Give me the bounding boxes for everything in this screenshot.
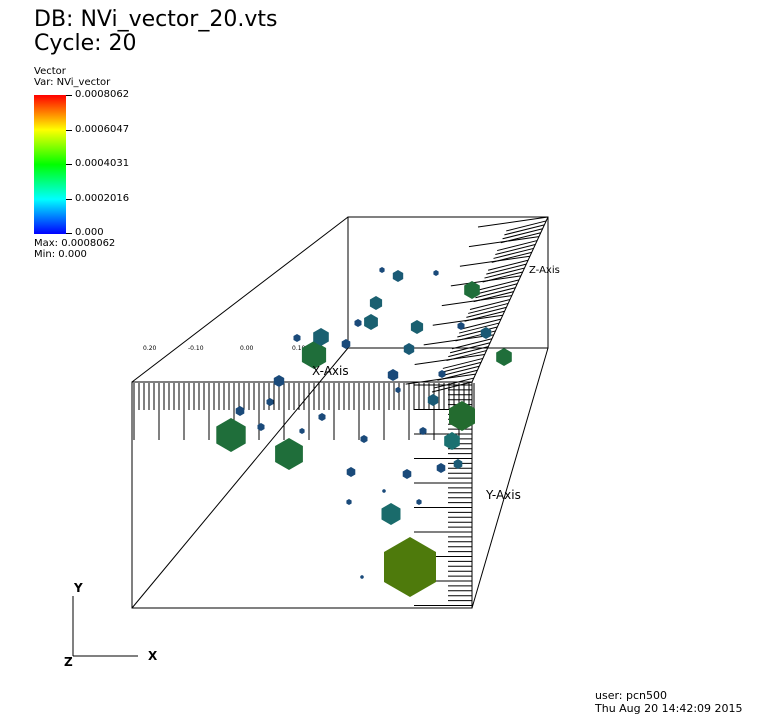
z-axis-ticks	[405, 216, 549, 393]
vector-glyph	[384, 537, 436, 597]
vector-glyph	[457, 322, 465, 330]
legend-tick-label: 0.000	[75, 227, 104, 238]
vector-glyph	[354, 319, 362, 327]
vector-glyph	[444, 432, 460, 450]
legend-tick-label: 0.0008062	[75, 89, 130, 100]
x-tick-label: 0.10	[292, 345, 306, 352]
vector-glyph	[438, 370, 446, 378]
legend-tick-label: 0.0004031	[75, 158, 130, 169]
vector-glyph	[273, 375, 285, 387]
vector-glyph	[369, 296, 383, 310]
vector-glyph	[403, 343, 415, 355]
vector-glyph	[301, 341, 327, 369]
vector-glyph	[346, 499, 352, 505]
legend-plot-type: Vector	[34, 66, 66, 77]
legend-tick-label: 0.0006047	[75, 124, 130, 135]
x-tick-label: 0.00	[240, 345, 254, 352]
legend-tick-mark	[66, 199, 72, 200]
x-tick-label: 0.20	[143, 345, 157, 352]
vector-glyph	[387, 369, 399, 381]
vector-glyph	[299, 428, 305, 434]
vector-glyphs	[216, 267, 512, 597]
triad-x-label: X	[148, 649, 158, 663]
legend-variable: Var: NVi_vector	[34, 77, 111, 88]
vector-glyph	[402, 469, 412, 479]
vector-glyph	[436, 463, 446, 473]
vector-glyph	[293, 334, 301, 342]
vector-glyph	[464, 281, 480, 299]
vector-glyph	[381, 503, 401, 525]
bounding-box	[131, 216, 549, 609]
vector-glyph	[341, 339, 351, 349]
x-axis-title: X-Axis	[312, 364, 349, 378]
color-bar	[34, 95, 66, 234]
vector-glyph	[379, 267, 385, 273]
legend-max: Max: 0.0008062	[34, 238, 116, 249]
legend-tick-mark	[66, 164, 72, 165]
vector-glyph	[433, 270, 439, 276]
triad-z-label: Z	[64, 655, 73, 669]
vector-glyph	[416, 499, 422, 505]
vector-glyph	[427, 394, 439, 406]
vector-glyph	[318, 413, 326, 421]
vector-glyph	[266, 398, 274, 406]
user-label: user: pcn500	[595, 689, 667, 702]
x-tick-label: -0.10	[188, 345, 204, 352]
legend-min: Min: 0.000	[34, 249, 87, 260]
vector-glyph	[453, 459, 463, 469]
vector-glyph	[410, 320, 424, 334]
vector-glyph	[392, 270, 404, 282]
legend-tick-mark	[66, 95, 72, 96]
vector-glyph	[382, 489, 386, 493]
database-title: DB: NVi_vector_20.vts	[34, 7, 278, 32]
legend-tick-mark	[66, 130, 72, 131]
vector-glyph	[275, 438, 303, 470]
vector-glyph	[257, 423, 265, 431]
vector-glyph	[496, 348, 512, 366]
vector-glyph	[216, 418, 246, 452]
vector-glyph	[235, 406, 245, 416]
vector-glyph	[395, 387, 401, 393]
vector-glyph	[364, 314, 378, 330]
triad-y-label: Y	[73, 581, 83, 595]
legend-tick-mark	[66, 233, 72, 234]
vector-glyph	[346, 467, 356, 477]
vector-glyph	[480, 327, 492, 339]
legend-tick-label: 0.0002016	[75, 193, 130, 204]
timestamp-label: Thu Aug 20 14:42:09 2015	[595, 702, 743, 715]
vector-glyph	[449, 401, 475, 431]
vector-glyph	[360, 435, 368, 443]
cycle-label: Cycle: 20	[34, 31, 137, 56]
y-axis-title: Y-Axis	[485, 488, 521, 502]
z-axis-title: Z-Axis	[529, 265, 560, 276]
orientation-triad: X Y Z	[64, 581, 158, 669]
vector-glyph	[313, 328, 329, 346]
vector-glyph	[419, 427, 427, 435]
vector-glyph	[360, 575, 364, 579]
